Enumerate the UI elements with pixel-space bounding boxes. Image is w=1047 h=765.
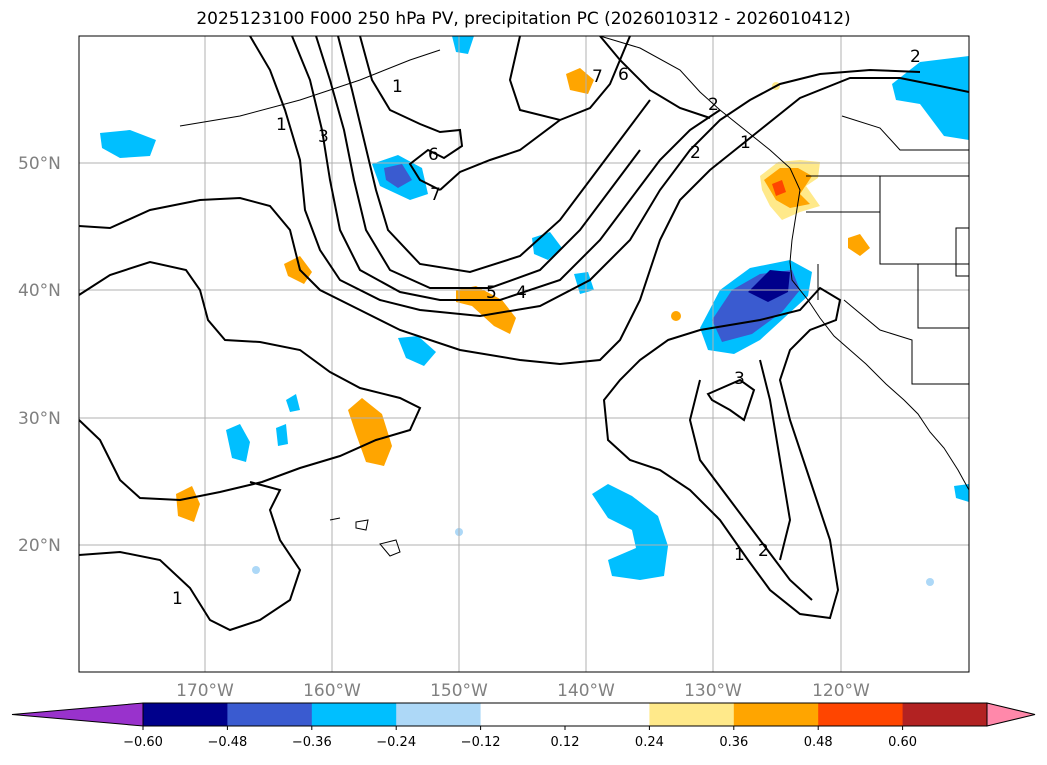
colorbar-segment xyxy=(733,703,819,726)
colorbar-extend-low xyxy=(11,702,144,727)
colorbar-tick-label: 0.12 xyxy=(551,735,580,750)
svg-text:1: 1 xyxy=(172,589,183,609)
colorbar-segment xyxy=(649,703,735,726)
precipitation-shading xyxy=(100,36,969,586)
colorbar-segment xyxy=(227,703,313,726)
lon-label: 140°W xyxy=(557,681,615,701)
svg-text:6: 6 xyxy=(618,65,629,85)
neg-anomaly-area xyxy=(892,56,969,140)
pos-anomaly-area xyxy=(456,286,516,334)
svg-text:1: 1 xyxy=(276,115,287,135)
colorbar-segment xyxy=(396,703,482,726)
colorbar-tick-label: −0.36 xyxy=(292,735,332,750)
pos-anomaly-area xyxy=(284,256,312,284)
colorbar-segment xyxy=(480,703,566,726)
colorbar-segment xyxy=(143,703,228,726)
colorbar-segment xyxy=(565,703,650,726)
colorbar-tick-label: 0.60 xyxy=(888,735,917,750)
neg-anomaly-area xyxy=(452,36,474,54)
lon-label: 160°W xyxy=(303,681,361,701)
map-title: 2025123100 F000 250 hPa PV, precipitatio… xyxy=(196,9,851,29)
neg-anomaly-area xyxy=(384,164,412,188)
neg-anomaly-area xyxy=(276,424,288,446)
svg-text:3: 3 xyxy=(734,369,745,389)
svg-text:1: 1 xyxy=(740,133,751,153)
pos-anomaly-area xyxy=(176,486,200,522)
colorbar xyxy=(11,702,1036,727)
lon-label: 150°W xyxy=(430,681,488,701)
pos-anomaly-area xyxy=(772,180,786,196)
lon-label: 120°W xyxy=(812,681,870,701)
svg-text:1: 1 xyxy=(392,77,403,97)
lon-label: 130°W xyxy=(684,681,742,701)
pos-anomaly-area xyxy=(764,168,812,208)
colorbar-tick-label: 0.48 xyxy=(804,735,833,750)
colorbar-tick-label: −0.12 xyxy=(461,735,501,750)
lat-label: 50°N xyxy=(18,154,61,174)
colorbar-ticks: −0.60 −0.48 −0.36 −0.24 −0.12 0.12 0.24 0.36 0.4… xyxy=(123,726,917,750)
svg-text:4: 4 xyxy=(516,283,527,303)
svg-text:2: 2 xyxy=(708,95,719,115)
neg-anomaly-area xyxy=(592,484,668,580)
map-panel xyxy=(79,36,969,672)
contour-labels: 1 3 6 7 5 4 2 1 7 6 2 1 3 1 2 1 2 xyxy=(172,47,921,609)
neg-anomaly-area xyxy=(398,336,436,366)
colorbar-tick-label: 0.24 xyxy=(635,735,664,750)
pos-anomaly-area xyxy=(348,398,392,466)
svg-text:6: 6 xyxy=(428,145,439,165)
lat-label: 40°N xyxy=(18,281,61,301)
neg-anomaly-area xyxy=(100,130,156,158)
latitude-labels: 50°N 40°N 30°N 20°N xyxy=(18,154,61,556)
graticule xyxy=(79,36,969,672)
map-frame xyxy=(78,35,970,673)
svg-text:2: 2 xyxy=(690,143,701,163)
svg-text:5: 5 xyxy=(486,283,497,303)
lat-label: 20°N xyxy=(18,536,61,556)
lon-label: 170°W xyxy=(176,681,234,701)
svg-text:7: 7 xyxy=(430,185,441,205)
longitude-labels: 170°W 160°W 150°W 140°W 130°W 120°W xyxy=(176,681,870,701)
svg-text:3: 3 xyxy=(318,127,329,147)
colorbar-tick-label: 0.36 xyxy=(719,735,748,750)
svg-text:2: 2 xyxy=(910,47,921,67)
pos-anomaly-area xyxy=(566,68,594,94)
colorbar-tick-label: −0.48 xyxy=(207,735,247,750)
lat-label: 30°N xyxy=(18,409,61,429)
colorbar-segment xyxy=(902,703,988,726)
svg-text:7: 7 xyxy=(592,67,603,87)
svg-text:2: 2 xyxy=(758,541,769,561)
neg-anomaly-area xyxy=(748,270,790,302)
neg-anomaly-area xyxy=(286,394,300,412)
neg-anomaly-area xyxy=(954,484,969,502)
svg-text:1: 1 xyxy=(734,545,745,565)
pos-anomaly-area xyxy=(848,234,870,256)
colorbar-tick-label: −0.60 xyxy=(123,735,163,750)
colorbar-segment xyxy=(311,703,397,726)
colorbar-segment xyxy=(818,703,904,726)
colorbar-tick-label: −0.24 xyxy=(376,735,416,750)
colorbar-extend-high xyxy=(986,702,1036,727)
neg-anomaly-area xyxy=(226,424,250,462)
pv-contours xyxy=(79,36,969,632)
